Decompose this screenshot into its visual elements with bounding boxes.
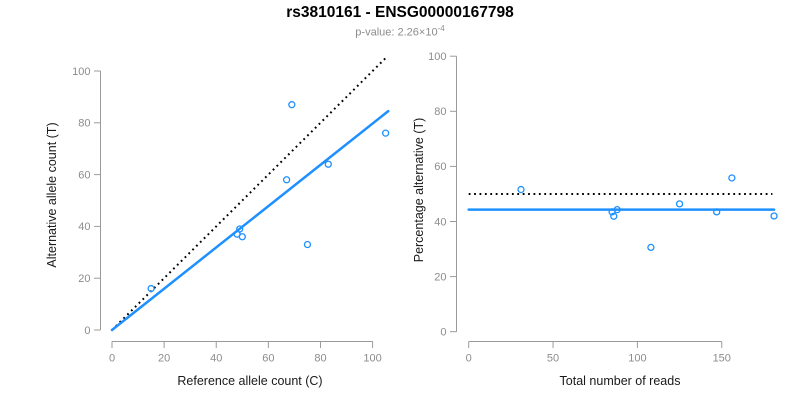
y-tick-label: 60: [434, 161, 446, 173]
x-tick-label: 50: [547, 353, 559, 365]
data-point: [303, 240, 312, 249]
x-tick-label: 100: [628, 353, 646, 365]
data-point: [713, 208, 721, 216]
left-x-axis-title: Reference allele count (C): [177, 374, 322, 388]
right-plot-axes-and-data: 0 20 40 60 80 100 0 50 100 150: [428, 51, 778, 365]
y-tick-label: 100: [72, 66, 90, 78]
y-tick-label: 40: [434, 216, 446, 228]
left-plot-axes-and-data: 0 20 40 60 80 100 0 20 40 60 80 100: [72, 56, 390, 365]
y-tick-label: 60: [78, 169, 90, 181]
figure-subtitle: p-value: 2.26×10-4: [0, 24, 800, 39]
data-point: [770, 212, 778, 220]
y-tick-label: 20: [434, 271, 446, 283]
x-tick-label: 100: [363, 353, 381, 365]
data-point: [236, 225, 244, 233]
x-tick-label: 0: [109, 353, 115, 365]
x-tick-label: 0: [466, 353, 472, 365]
data-point: [675, 200, 684, 208]
y-tick-label: 0: [84, 325, 90, 337]
data-point: [282, 176, 291, 184]
right-x-axis-title: Total number of reads: [560, 374, 681, 388]
data-point: [324, 160, 332, 168]
data-point: [728, 174, 736, 182]
x-tick-label: 80: [314, 353, 326, 365]
y-tick-label: 40: [78, 221, 90, 233]
dotted-reference-line: [111, 56, 388, 331]
data-point: [610, 212, 618, 220]
right-y-axis-title: Percentage alternative (T): [412, 118, 426, 263]
left-y-axis-title: Alternative allele count (T): [45, 122, 59, 267]
y-tick-label: 80: [78, 118, 90, 130]
data-point: [288, 101, 296, 109]
x-tick-label: 150: [713, 353, 731, 365]
data-point: [147, 284, 155, 293]
right-scatter-plot: 0 20 40 60 80 100 0 50 100 150 Total number of re…: [412, 51, 778, 388]
data-point: [238, 233, 246, 241]
data-point: [613, 206, 621, 214]
data-point: [517, 185, 525, 194]
pvalue-exponent: -4: [437, 24, 445, 33]
figure-title: rs3810161 - ENSG00000167798: [286, 4, 514, 21]
data-point: [647, 243, 655, 252]
pvalue-text: p-value: 2.26×10: [355, 26, 438, 39]
data-point: [381, 129, 390, 137]
fit-line: [110, 109, 390, 332]
y-tick-label: 80: [434, 106, 446, 118]
x-tick-label: 20: [158, 353, 170, 365]
y-tick-label: 0: [440, 327, 446, 339]
x-tick-label: 60: [262, 353, 274, 365]
left-scatter-plot: 0 20 40 60 80 100 0 20 40 60 80 100 Reference allel…: [45, 56, 390, 388]
y-tick-label: 100: [428, 51, 446, 63]
y-tick-label: 20: [78, 273, 90, 285]
x-tick-label: 40: [210, 353, 222, 365]
